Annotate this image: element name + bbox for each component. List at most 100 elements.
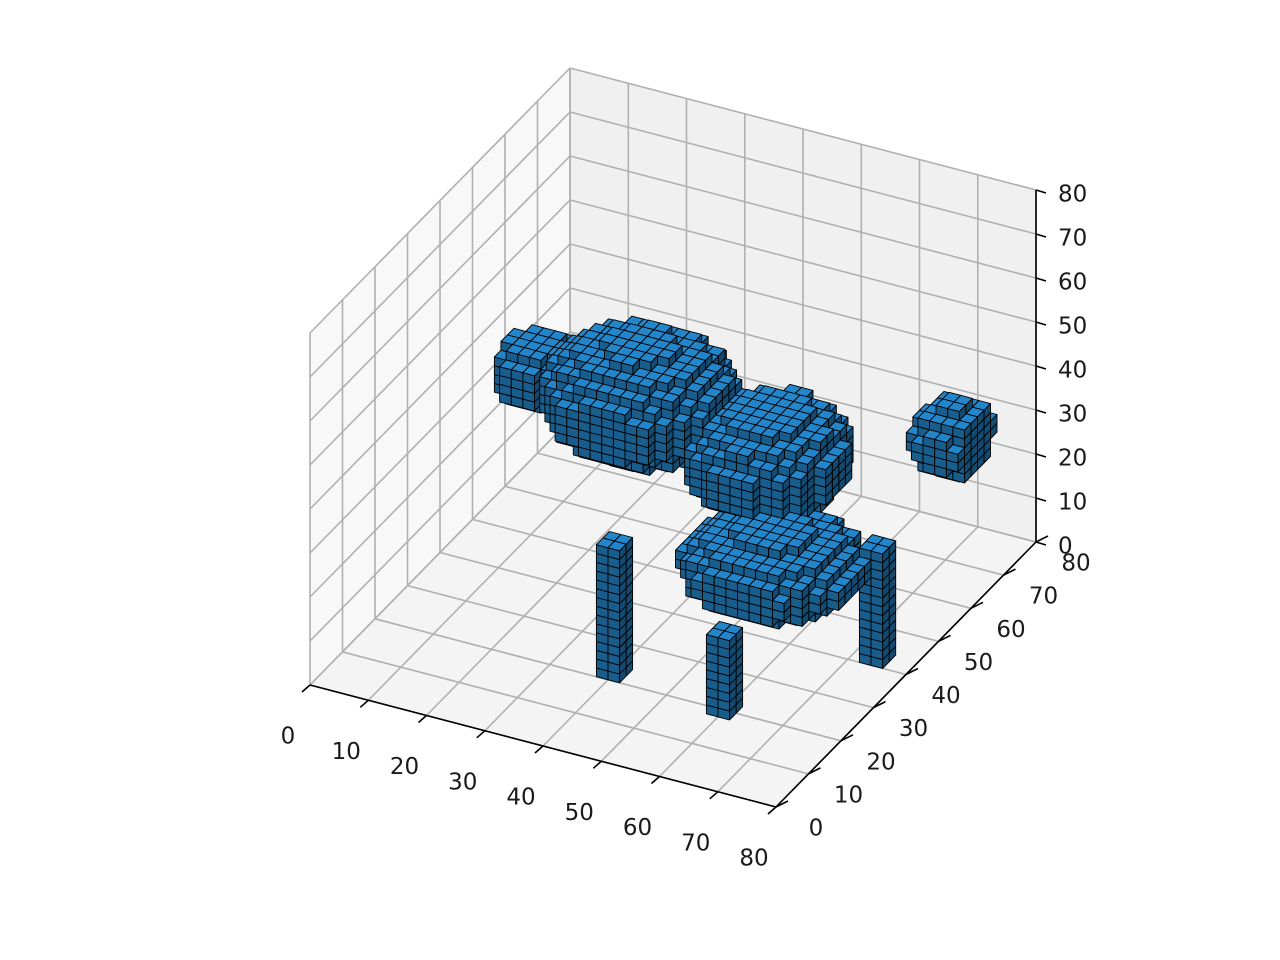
voxel-face-top (777, 457, 797, 469)
z-tick-mark (1035, 189, 1047, 194)
y-tick-mark (873, 700, 886, 709)
voxel-shape (493, 315, 998, 721)
z-tick-label: 10 (1058, 490, 1087, 516)
z-tick-label: 40 (1058, 358, 1087, 384)
voxel-face-top (947, 401, 967, 413)
y-tick-label: 0 (809, 816, 824, 842)
voxel-face-top (945, 444, 965, 455)
voxel-face-top (785, 562, 805, 574)
grid-line-y-floor (342, 651, 809, 775)
grid-line-z-left (309, 199, 571, 466)
z-tick-label: 70 (1058, 226, 1087, 252)
voxel-face-top (741, 473, 761, 485)
voxel-face-top (772, 593, 792, 605)
voxel-face-top (660, 392, 680, 403)
z-tick-mark (1035, 497, 1047, 502)
y-tick-label: 10 (834, 782, 863, 808)
x-tick-mark (476, 730, 486, 739)
voxel-face-top (620, 355, 640, 367)
voxel-face-top (778, 423, 798, 435)
voxel-face-top (690, 409, 710, 420)
x-tick-label: 30 (448, 769, 477, 795)
x-tick-mark (709, 791, 719, 800)
voxel-face-top (803, 559, 823, 570)
voxel-face-top (760, 581, 780, 593)
z-tick-label: 30 (1058, 402, 1087, 428)
voxel-face-top (528, 350, 548, 361)
z-tick-mark (1035, 541, 1047, 546)
z-tick-mark (1035, 365, 1047, 370)
x-tick-label: 20 (390, 754, 419, 780)
voxel-face-top (673, 370, 693, 381)
grid-line-z-back (569, 155, 1037, 279)
voxel-face-top (760, 427, 780, 439)
grid-line-z-left (309, 375, 571, 642)
voxel-face-top (638, 352, 658, 363)
voxel-face-top (870, 543, 890, 555)
x-tick-label: 50 (565, 800, 594, 826)
grid-line-z-left (309, 243, 571, 510)
y-tick-label: 40 (931, 683, 960, 709)
voxel-face-top (717, 630, 737, 642)
z-tick-mark (1035, 321, 1047, 326)
voxel-face-top (612, 405, 632, 416)
voxel-face-top (655, 373, 675, 385)
z-tick-mark (1035, 233, 1047, 238)
voxel-face-top (657, 348, 677, 360)
voxel-face-top (952, 419, 972, 431)
z-tick-label: 80 (1058, 182, 1087, 208)
voxel-face-top (522, 365, 542, 377)
voxel-face-top (642, 404, 662, 416)
x-tick-label: 10 (332, 739, 361, 765)
voxel-face-top (789, 469, 809, 481)
voxel-face-top (808, 432, 828, 443)
z-tick-mark (1035, 453, 1047, 458)
y-tick-mark (1035, 535, 1049, 543)
voxel-face-top (786, 537, 806, 549)
voxel-face-top (636, 419, 656, 431)
voxel-face-top (637, 377, 657, 388)
voxel-face-top (813, 459, 833, 471)
y-tick-label: 70 (1029, 584, 1058, 610)
voxel-face-top (685, 381, 705, 393)
y-tick-mark (775, 800, 789, 808)
voxel-face-top (795, 454, 815, 465)
y-tick-mark (938, 634, 951, 643)
y-tick-mark (840, 734, 854, 742)
grid-line-y-floor (407, 584, 874, 709)
y-tick-mark (970, 601, 984, 610)
z-tick-mark (1035, 277, 1047, 282)
grid-line-z-left (309, 155, 571, 422)
y-tick-mark (808, 767, 821, 775)
voxel-face-top (790, 581, 810, 592)
z-tick-label: 0 (1058, 534, 1073, 560)
x-tick-label: 80 (739, 846, 768, 872)
grid-line-z-left (309, 67, 571, 334)
z-tick-label: 60 (1058, 270, 1087, 296)
voxel-face-top (766, 566, 786, 577)
voxel-face-top (808, 586, 828, 597)
y-tick-label: 50 (964, 650, 993, 676)
grid-line-z-back (569, 67, 1037, 191)
grid-line-z-left (309, 111, 571, 378)
voxel-face-top (814, 570, 834, 582)
x-tick-mark (534, 745, 544, 754)
voxel-face-top (679, 397, 699, 408)
voxel-face-top (770, 473, 790, 484)
x-tick-mark (301, 684, 311, 693)
z-tick-label: 20 (1058, 446, 1087, 472)
grid-line-z-back (569, 111, 1037, 235)
y-tick-mark (1003, 568, 1016, 576)
voxel-face-top (783, 442, 803, 454)
voxel-face-top (697, 393, 717, 405)
y-tick-label: 60 (996, 617, 1025, 643)
y-tick-mark (905, 667, 919, 676)
voxel-face-top (607, 540, 627, 552)
y-tick-label: 30 (899, 716, 928, 742)
x-tick-label: 70 (681, 830, 710, 856)
grid-line-z-back (569, 287, 1037, 411)
x-tick-mark (417, 714, 428, 724)
grid-line-z-back (569, 243, 1037, 367)
grid-line-z-back (569, 199, 1037, 323)
voxel-face-top (631, 392, 651, 404)
